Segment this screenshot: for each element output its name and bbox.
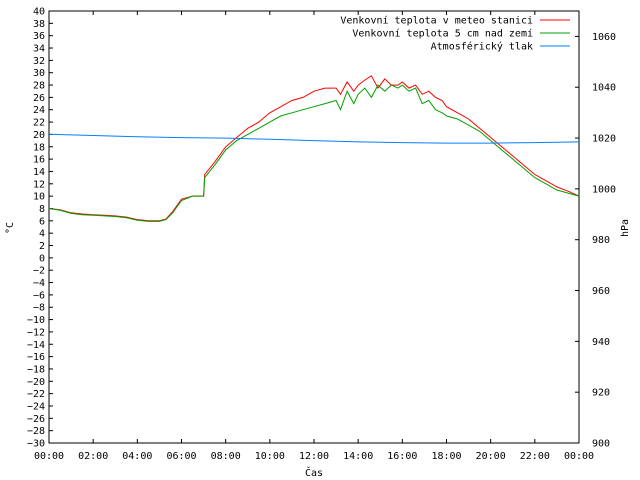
- y-right-tick-label: 900: [592, 439, 610, 450]
- y-left-tick-label: 14: [33, 167, 45, 178]
- y-left-tick-label: −14: [27, 340, 45, 351]
- x-tick-label: 12:00: [299, 451, 329, 462]
- y-right-tick-label: 960: [592, 286, 610, 297]
- y-left-tick-label: −10: [27, 315, 45, 326]
- x-tick-label: 16:00: [387, 451, 417, 462]
- y-left-tick-label: 26: [33, 93, 45, 104]
- y-left-tick-label: 38: [33, 19, 45, 30]
- legend-label: Atmosférický tlak: [431, 41, 533, 53]
- y-left-tick-label: 12: [33, 179, 45, 190]
- y-right-tick-label: 1040: [592, 83, 616, 94]
- x-tick-label: 10:00: [255, 451, 285, 462]
- x-tick-label: 14:00: [343, 451, 373, 462]
- y-left-tick-label: −6: [33, 290, 45, 301]
- y-axis-left-label: °C: [5, 222, 16, 234]
- series-line-3: [48, 133, 580, 144]
- y-left-tick-label: 22: [33, 118, 45, 129]
- y-left-tick-label: −4: [33, 278, 45, 289]
- y-left-tick-label: −28: [27, 426, 45, 437]
- y-left-tick-label: −24: [27, 401, 45, 412]
- series-line-2: [48, 84, 580, 222]
- y-right-tick-label: 940: [592, 337, 610, 348]
- y-left-tick-label: 10: [33, 192, 45, 203]
- plot-frame: [48, 10, 580, 444]
- x-tick-label: 22:00: [520, 451, 550, 462]
- legend: Venkovní teplota v meteo staniciVenkovní…: [340, 15, 570, 53]
- y-left-tick-label: 30: [33, 68, 45, 79]
- y-left-tick-label: 16: [33, 155, 45, 166]
- y-right-tick-label: 1060: [592, 32, 616, 43]
- y-left-tick-label: 28: [33, 81, 45, 92]
- y-left-tick-label: −2: [33, 266, 45, 277]
- y-left-tick-label: −20: [27, 377, 45, 388]
- x-axis-label: Čas: [305, 466, 323, 479]
- series-line-1: [48, 75, 580, 222]
- x-tick-label: 20:00: [476, 451, 506, 462]
- series-group: [48, 75, 580, 222]
- x-tick-label: 06:00: [166, 451, 196, 462]
- y-left-tick-label: 20: [33, 130, 45, 141]
- y-left-tick-label: 4: [39, 229, 45, 240]
- x-tick-label: 18:00: [431, 451, 461, 462]
- y-left-tick-label: 34: [33, 44, 45, 55]
- legend-label: Venkovní teplota 5 cm nad zemí: [352, 28, 533, 40]
- y-right-tick-label: 1020: [592, 134, 616, 145]
- x-tick-label: 04:00: [122, 451, 152, 462]
- y-left-tick-label: 6: [39, 216, 45, 227]
- y-axis-right-label: hPa: [620, 219, 631, 237]
- y-left-tick-label: 40: [33, 7, 45, 18]
- x-tick-label: 02:00: [78, 451, 108, 462]
- legend-label: Venkovní teplota v meteo stanici: [340, 15, 533, 27]
- x-tick-label: 08:00: [211, 451, 241, 462]
- x-tick-label: 00:00: [34, 451, 64, 462]
- x-tick-label: 00:00: [564, 451, 594, 462]
- y-left-tick-label: 8: [39, 204, 45, 215]
- y-left-tick-label: 18: [33, 142, 45, 153]
- y-right-tick-label: 980: [592, 235, 610, 246]
- axis-ticks: −30−28−26−24−22−20−18−16−14−12−10−8−6−4−…: [27, 7, 616, 463]
- y-left-tick-label: 2: [39, 241, 45, 252]
- y-left-tick-label: −22: [27, 389, 45, 400]
- y-left-tick-label: −16: [27, 352, 45, 363]
- y-left-tick-label: −18: [27, 364, 45, 375]
- y-right-tick-label: 920: [592, 388, 610, 399]
- y-left-tick-label: 24: [33, 105, 45, 116]
- y-left-tick-label: −30: [27, 439, 45, 450]
- y-right-tick-label: 1000: [592, 184, 616, 195]
- y-left-tick-label: −8: [33, 303, 45, 314]
- y-left-tick-label: −26: [27, 414, 45, 425]
- y-left-tick-label: 32: [33, 56, 45, 67]
- y-left-tick-label: −12: [27, 327, 45, 338]
- y-left-tick-label: 36: [33, 31, 45, 42]
- y-left-tick-label: 0: [39, 253, 45, 264]
